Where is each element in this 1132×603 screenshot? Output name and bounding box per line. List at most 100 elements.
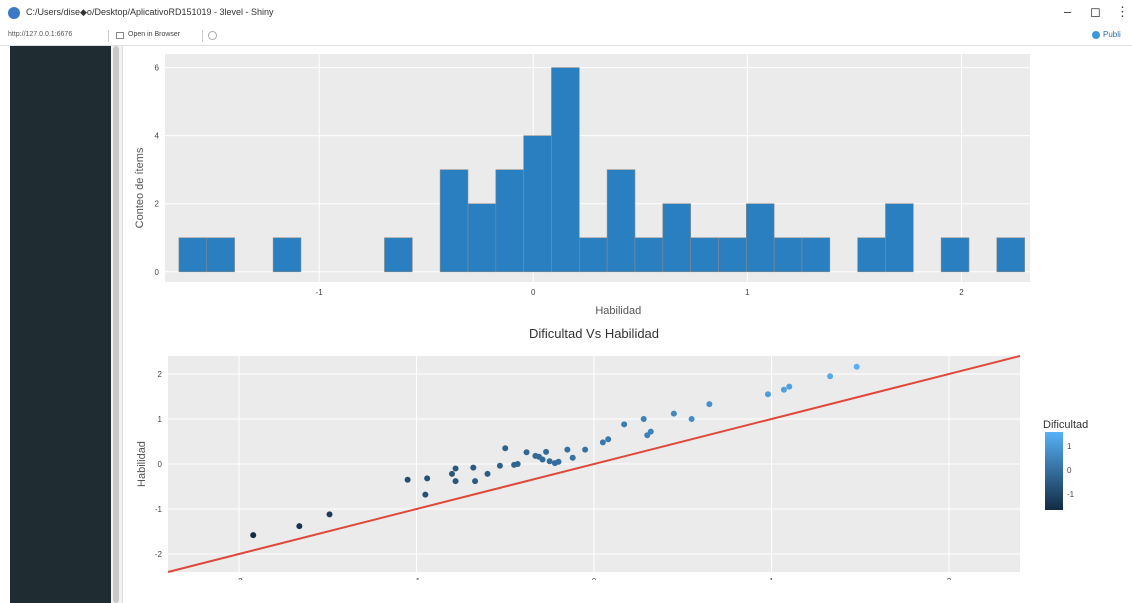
histogram-y-tick-label: 6 — [155, 64, 160, 73]
scatter-point — [670, 410, 677, 417]
legend-colorbar — [1045, 432, 1063, 510]
histogram-bar — [996, 237, 1025, 273]
scatter-title: Dificultad Vs Habilidad — [529, 326, 659, 341]
scatter-x-tick-label: 1 — [769, 577, 774, 580]
histogram-x-tick-label: 0 — [531, 288, 536, 297]
legend-title: Dificultad — [1043, 419, 1088, 431]
histogram-x-tick-label: 1 — [745, 288, 750, 297]
scatter-point — [452, 465, 459, 472]
histogram-bar — [579, 237, 608, 273]
scatter-point — [250, 532, 257, 539]
scatter-point — [764, 391, 771, 398]
scatter-y-tick-label: -2 — [155, 550, 163, 559]
scatter-point — [546, 458, 553, 465]
viewer-toolbar: http://127.0.0.1:6676 Open in Browser Pu… — [0, 27, 1132, 46]
histogram-chart: 0 2 4 6 -1 0 1 2 Habilidad Conteo de ítems — [134, 54, 1030, 317]
histogram-bar — [662, 203, 691, 273]
histogram-bar — [940, 237, 970, 273]
scatter-x-tick-label: 2 — [947, 577, 952, 580]
toolbar-divider — [108, 30, 109, 42]
scatter-point — [853, 363, 860, 370]
histogram-bar — [439, 169, 469, 273]
histogram-bar — [634, 237, 664, 273]
histogram-y-tick-label: 2 — [155, 200, 160, 209]
histogram-bar — [384, 237, 413, 273]
publish-icon — [1092, 30, 1100, 39]
scatter-y-tick-label: -1 — [155, 505, 163, 514]
scatter-y-tick-label: 0 — [158, 460, 163, 469]
scatter-x-tick-label: 0 — [592, 577, 597, 580]
legend-tick-label: 0 — [1067, 466, 1072, 475]
scatter-x-tick-label: -1 — [413, 577, 421, 580]
scatter-point — [706, 401, 713, 408]
scatter-point — [502, 445, 509, 452]
legend-tick-label: -1 — [1067, 490, 1075, 499]
scatter-point — [470, 464, 477, 471]
scatter-y-axis-label: Habilidad — [136, 441, 148, 487]
histogram-y-tick-label: 4 — [155, 132, 160, 141]
scatter-x-tick-label: -2 — [235, 577, 243, 580]
open-in-browser-icon[interactable] — [116, 32, 124, 39]
histogram-y-axis-label: Conteo de ítems — [134, 147, 146, 228]
publish-label: Publi — [1103, 30, 1121, 39]
histogram-bar — [178, 237, 208, 273]
refresh-icon[interactable] — [208, 31, 217, 40]
histogram-bar — [746, 203, 775, 273]
scatter-point — [424, 475, 431, 482]
publish-button[interactable]: Publi — [1092, 30, 1121, 39]
histogram-bar — [857, 237, 886, 273]
scatter-point — [688, 416, 695, 422]
app-sidebar — [10, 46, 111, 603]
rstudio-app-icon — [8, 7, 20, 19]
vertical-scrollbar[interactable] — [111, 46, 123, 603]
histogram-bar — [206, 237, 235, 273]
scrollbar-thumb[interactable] — [113, 46, 119, 603]
histogram-x-axis-label: Habilidad — [595, 305, 641, 317]
scatter-point — [539, 456, 546, 463]
scatter-point — [449, 470, 455, 477]
scatter-point — [523, 449, 530, 456]
histogram-bar — [551, 67, 580, 273]
scatter-point — [484, 470, 491, 477]
scatter-point — [599, 439, 606, 446]
scatter-point — [780, 386, 787, 393]
histogram-bar — [495, 169, 524, 273]
scatter-point — [404, 476, 411, 483]
window-title-bar: C:/Users/dise◆o/Desktop/AplicativoRD1510… — [0, 0, 1132, 26]
histogram-x-tick-label: -1 — [316, 288, 324, 297]
scatter-point — [640, 416, 647, 422]
minimize-button[interactable]: – — [1064, 4, 1072, 19]
more-options-button[interactable]: ⋮ — [1116, 4, 1129, 19]
scatter-point — [786, 383, 793, 390]
histogram-bar — [606, 169, 636, 273]
histogram-y-tick-label: 0 — [155, 268, 160, 277]
scatter-point — [452, 478, 459, 485]
scatter-point — [605, 436, 612, 443]
scatter-point — [582, 446, 589, 453]
scatter-point — [296, 523, 303, 530]
open-in-browser-button[interactable]: Open in Browser — [128, 31, 181, 38]
histogram-bar — [467, 203, 497, 273]
restore-button[interactable]: ◻ — [1090, 4, 1101, 19]
scatter-point — [564, 446, 571, 453]
scatter-point — [827, 373, 834, 380]
histogram-bar — [801, 237, 831, 273]
scatter-chart: Dificultad Vs Habilidad -2 -1 0 1 2 -2 -1 0 1 2 Dif… — [136, 326, 1088, 580]
scatter-point — [543, 448, 550, 455]
histogram-bar — [690, 237, 719, 273]
url-display[interactable]: http://127.0.0.1:6676 — [8, 31, 73, 38]
scatter-point — [422, 491, 429, 498]
scatter-point — [326, 511, 333, 518]
scatter-point — [647, 428, 654, 435]
scatter-y-tick-label: 1 — [158, 415, 163, 424]
scatter-point — [569, 454, 576, 461]
scatter-y-tick-label: 2 — [158, 370, 163, 379]
scatter-point — [496, 462, 503, 469]
scatter-point — [621, 421, 628, 428]
histogram-bar — [773, 237, 803, 273]
histogram-bar — [523, 135, 552, 273]
toolbar-divider — [202, 30, 203, 42]
histogram-x-tick-label: 2 — [959, 288, 964, 297]
scatter-point — [514, 461, 521, 467]
histogram-bar — [718, 237, 747, 273]
